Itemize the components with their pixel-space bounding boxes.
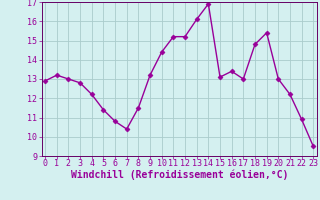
X-axis label: Windchill (Refroidissement éolien,°C): Windchill (Refroidissement éolien,°C) [70,170,288,180]
